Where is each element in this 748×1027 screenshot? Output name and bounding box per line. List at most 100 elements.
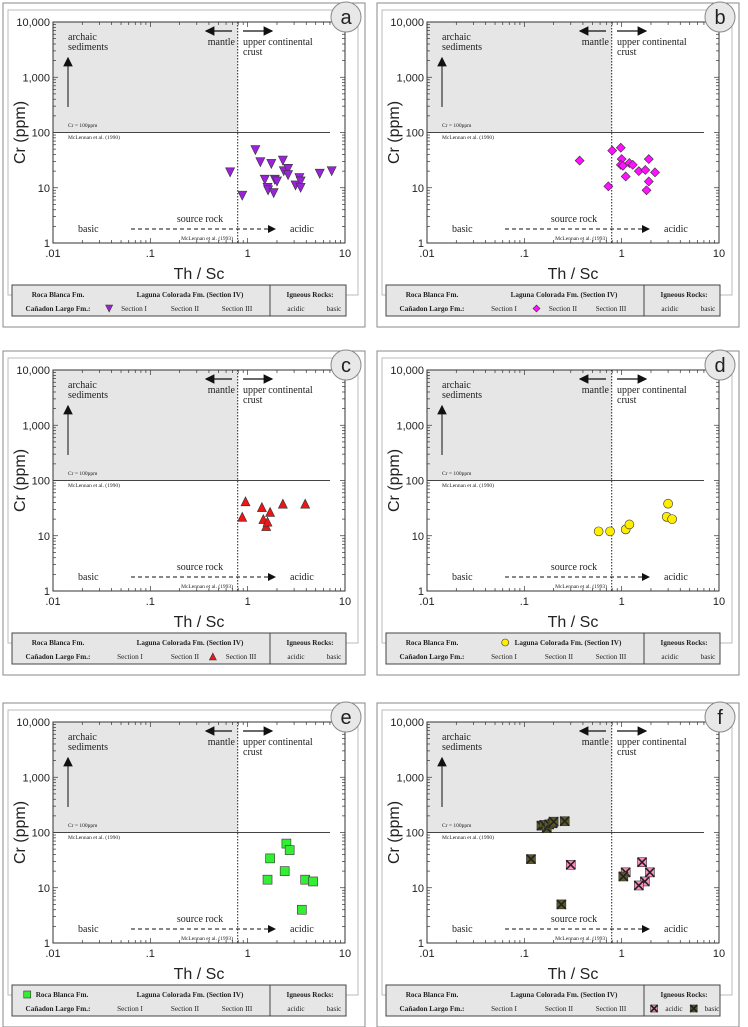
- mantle-label: mantle: [208, 385, 236, 396]
- panel-f: .01 .1 1 10 1 10 100 1,000 10,000 Th / Sc Cr (ppm)…: [374, 700, 748, 1027]
- data-point: [266, 159, 277, 170]
- data-point: [641, 185, 652, 196]
- legend-section-i: Section I: [491, 653, 517, 661]
- x-tick-label: .01: [45, 596, 60, 608]
- data-point: [297, 904, 307, 915]
- ucc-label: crust: [243, 47, 263, 58]
- panel-letter: b: [714, 7, 725, 29]
- data-point: [615, 142, 626, 153]
- y-tick-label: 10: [38, 531, 50, 543]
- data-point: [237, 190, 248, 201]
- data-point: [663, 498, 673, 509]
- panel-letter: c: [341, 355, 351, 377]
- x-tick-label: 1: [619, 948, 625, 960]
- y-tick-label: 1,000: [396, 72, 424, 84]
- legend-roca-blanca: Roca Blanca Fm.: [406, 639, 459, 647]
- ucc-label: upper continental: [243, 737, 313, 748]
- data-point: [667, 514, 677, 524]
- x-tick-label: .1: [520, 248, 529, 260]
- archaic-label: sediments: [442, 42, 482, 53]
- legend-section-iii: Section III: [596, 653, 627, 661]
- panel-e: .01 .1 1 10 1 10 100 1,000 10,000 Th / Sc Cr (ppm)…: [0, 700, 374, 1027]
- panel-letter: d: [714, 355, 725, 377]
- data-point: [607, 145, 618, 156]
- x-tick-label: 1: [245, 248, 251, 260]
- y-axis-label: Cr (ppm): [12, 449, 29, 512]
- y-tick-label: 1,000: [396, 772, 424, 784]
- data-point: [271, 176, 282, 187]
- y-tick-label: 1: [418, 586, 424, 598]
- legend-section-ii: Section II: [545, 653, 574, 661]
- x-axis-label: Th / Sc: [174, 614, 225, 631]
- x-tick-label: .01: [45, 248, 60, 260]
- legend-igneous: Igneous Rocks:: [287, 291, 334, 299]
- legend-igneous: Igneous Rocks:: [287, 991, 334, 999]
- ref-1990-label: McLennan et al. (1990): [68, 134, 120, 141]
- y-tick-label: 100: [32, 128, 50, 140]
- legend-box: [11, 284, 347, 317]
- panel-c: .01 .1 1 10 1 10 100 1,000 10,000 Th / Sc Cr (ppm)…: [0, 348, 374, 678]
- y-tick-label: 1: [418, 938, 424, 950]
- y-tick-label: 100: [406, 476, 424, 488]
- cr-line-label: Cr = 100ppm: [442, 823, 472, 829]
- data-point: [300, 498, 311, 509]
- legend-section-ii: Section II: [171, 653, 200, 661]
- legend-section-i: Section I: [491, 1005, 517, 1013]
- y-tick-label: 10: [38, 183, 50, 195]
- legend-basic: basic: [701, 653, 716, 661]
- archaic-label: sediments: [68, 390, 108, 401]
- data-point: [314, 168, 325, 179]
- legend-igneous: Igneous Rocks:: [661, 639, 708, 647]
- source-rock-label: source rock: [177, 562, 223, 573]
- legend-marker: [208, 652, 217, 661]
- legend-roca-blanca: Roca Blanca Fm.: [406, 991, 459, 999]
- panel-letter-badge: [704, 349, 736, 381]
- archaic-label: sediments: [442, 390, 482, 401]
- legend-section-ii: Section II: [545, 1005, 574, 1013]
- x-axis-label: Th / Sc: [174, 966, 225, 983]
- data-point: [268, 188, 279, 199]
- panel-letter-badge: [330, 349, 362, 381]
- x-tick-label: 1: [619, 596, 625, 608]
- data-point: [650, 167, 660, 178]
- data-point: [279, 866, 290, 876]
- ucc-label: crust: [617, 47, 637, 58]
- ref-1990-label: McLennan et al. (1990): [442, 134, 494, 141]
- x-tick-label: .1: [146, 948, 155, 960]
- mantle-label: mantle: [582, 385, 610, 396]
- legend-acidic: acidic: [665, 1005, 682, 1013]
- ref-1993-label: McLennan et al. (1993): [555, 935, 607, 942]
- ref-1993-label: McLennan et al. (1993): [555, 583, 607, 590]
- x-tick-label: .01: [419, 948, 434, 960]
- y-tick-label: 10,000: [390, 17, 424, 29]
- data-point: [644, 867, 655, 878]
- archaic-label: archaic: [442, 32, 471, 43]
- archaic-region: [427, 22, 612, 133]
- y-tick-label: 100: [32, 828, 50, 840]
- legend-marker: [23, 990, 32, 999]
- data-point: [237, 511, 248, 522]
- legend-section-ii: Section II: [171, 1005, 200, 1013]
- cr-line-label: Cr = 100ppm: [68, 471, 98, 477]
- data-point: [255, 157, 266, 168]
- legend-basic: basic: [705, 1005, 720, 1013]
- archaic-label: archaic: [68, 380, 97, 391]
- legend-box: [385, 984, 721, 1017]
- source-rock-label: source rock: [551, 214, 597, 225]
- ucc-label: upper continental: [617, 737, 687, 748]
- archaic-label: archaic: [442, 732, 471, 743]
- data-point: [295, 176, 306, 187]
- legend-marker: [689, 1004, 698, 1013]
- legend-section-i: Section I: [117, 1005, 143, 1013]
- legend-basic: basic: [701, 305, 716, 313]
- basic-label: basic: [78, 572, 99, 583]
- ucc-label: crust: [617, 747, 637, 758]
- archaic-label: sediments: [68, 742, 108, 753]
- archaic-region: [53, 370, 238, 481]
- data-point: [326, 166, 337, 177]
- legend-laguna-colorada: Laguna Colorada Fm. (Section IV): [137, 291, 244, 299]
- archaic-label: archaic: [68, 32, 97, 43]
- basic-label: basic: [78, 924, 99, 935]
- data-point: [284, 845, 295, 855]
- ref-1993-label: McLennan et al. (1993): [181, 583, 233, 590]
